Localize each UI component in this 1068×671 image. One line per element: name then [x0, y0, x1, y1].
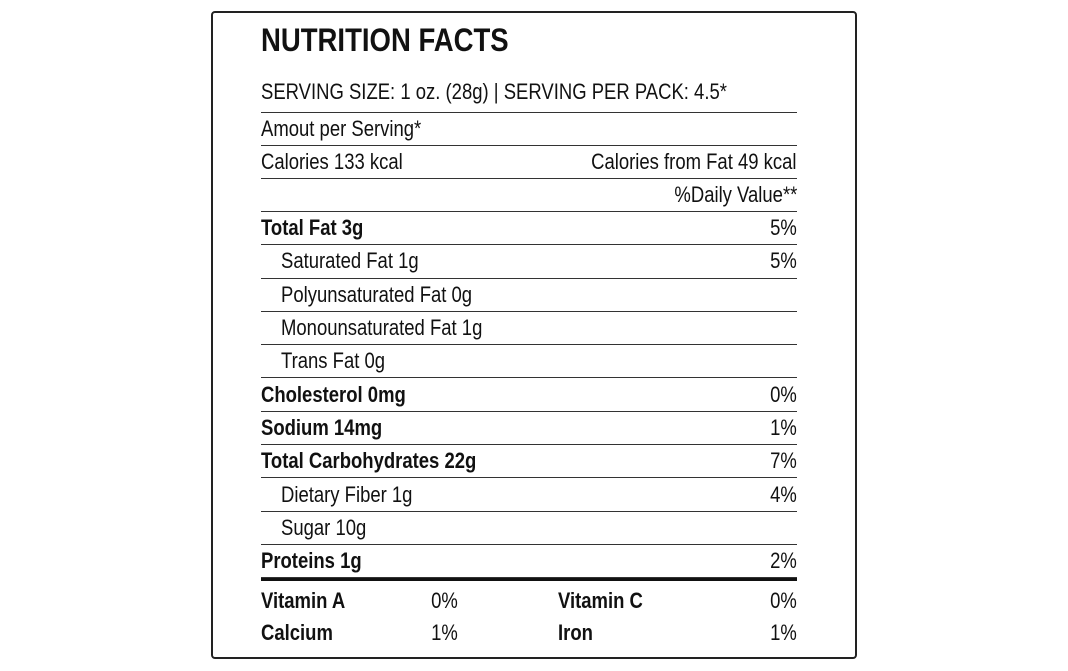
- vitamin-row: Vitamin A 0% Vitamin C 0%: [261, 584, 797, 617]
- nutrient-label: Dietary Fiber 1g: [281, 481, 413, 507]
- nutrient-label: Total Carbohydrates 22g: [261, 448, 477, 474]
- serving-row: SERVING SIZE: 1 oz. (28g) | SERVING PER …: [261, 72, 797, 113]
- nutrient-percent: 5%: [770, 248, 797, 274]
- nutrient-percent: 2%: [770, 548, 797, 574]
- title: NUTRITION FACTS: [261, 22, 509, 58]
- nutrient-percent: 1%: [770, 414, 797, 440]
- nutrient-percent: 7%: [770, 448, 797, 474]
- nutrient-label: Cholesterol 0mg: [261, 381, 406, 407]
- nutrient-row: Cholesterol 0mg 0%: [261, 379, 797, 412]
- nutrient-label: Total Fat 3g: [261, 215, 364, 241]
- nutrient-label: Sodium 14mg: [261, 414, 383, 440]
- calories-row: Calories 133 kcal Calories from Fat 49 k…: [261, 146, 797, 179]
- vitamin-name: Vitamin C: [558, 587, 643, 613]
- vitamin-percent: 1%: [770, 620, 797, 646]
- nutrient-label: Sugar 10g: [281, 514, 367, 540]
- nutrient-percent: 0%: [770, 381, 797, 407]
- nutrient-percent: 5%: [770, 215, 797, 241]
- vitamin-percent: 0%: [431, 587, 458, 613]
- daily-value-header: %Daily Value**: [674, 182, 797, 207]
- nutrient-row: Total Fat 3g 5%: [261, 212, 797, 246]
- daily-value-row: %Daily Value**: [261, 179, 797, 212]
- serving-text: SERVING SIZE: 1 oz. (28g) | SERVING PER …: [261, 79, 727, 104]
- label-border: [211, 11, 857, 659]
- nutrient-row: Dietary Fiber 1g 4%: [261, 478, 797, 512]
- vitamin-row: Calcium 1% Iron 1%: [261, 617, 797, 650]
- amount-text: Amout per Serving*: [261, 116, 422, 141]
- vitamin-name: Iron: [558, 620, 593, 646]
- nutrient-row: Monounsaturated Fat 1g: [261, 312, 797, 346]
- nutrient-label: Proteins 1g: [261, 548, 362, 574]
- nutrition-panel: NUTRITION FACTS SERVING SIZE: 1 oz. (28g…: [261, 0, 797, 671]
- nutrient-row: Sodium 14mg 1%: [261, 412, 797, 446]
- vitamin-percent: 0%: [770, 587, 797, 613]
- vitamin-name: Calcium: [261, 620, 333, 646]
- nutrient-percent: 4%: [770, 481, 797, 507]
- calories: Calories 133 kcal: [261, 149, 403, 174]
- nutrient-row: Polyunsaturated Fat 0g: [261, 279, 797, 312]
- amount-row: Amout per Serving*: [261, 113, 797, 146]
- calories-from-fat: Calories from Fat 49 kcal: [591, 149, 797, 174]
- nutrient-row: Trans Fat 0g: [261, 345, 797, 379]
- thick-rule: [261, 578, 797, 582]
- nutrient-row: Proteins 1g 2%: [261, 545, 797, 579]
- nutrient-row: Sugar 10g: [261, 512, 797, 545]
- nutrient-row: Saturated Fat 1g 5%: [261, 245, 797, 279]
- vitamin-percent: 1%: [431, 620, 458, 646]
- nutrient-label: Polyunsaturated Fat 0g: [281, 281, 473, 307]
- nutrient-label: Monounsaturated Fat 1g: [281, 315, 483, 341]
- nutrient-label: Trans Fat 0g: [281, 348, 386, 374]
- nutrient-row: Total Carbohydrates 22g 7%: [261, 445, 797, 479]
- nutrient-label: Saturated Fat 1g: [281, 248, 419, 274]
- vitamin-name: Vitamin A: [261, 587, 346, 613]
